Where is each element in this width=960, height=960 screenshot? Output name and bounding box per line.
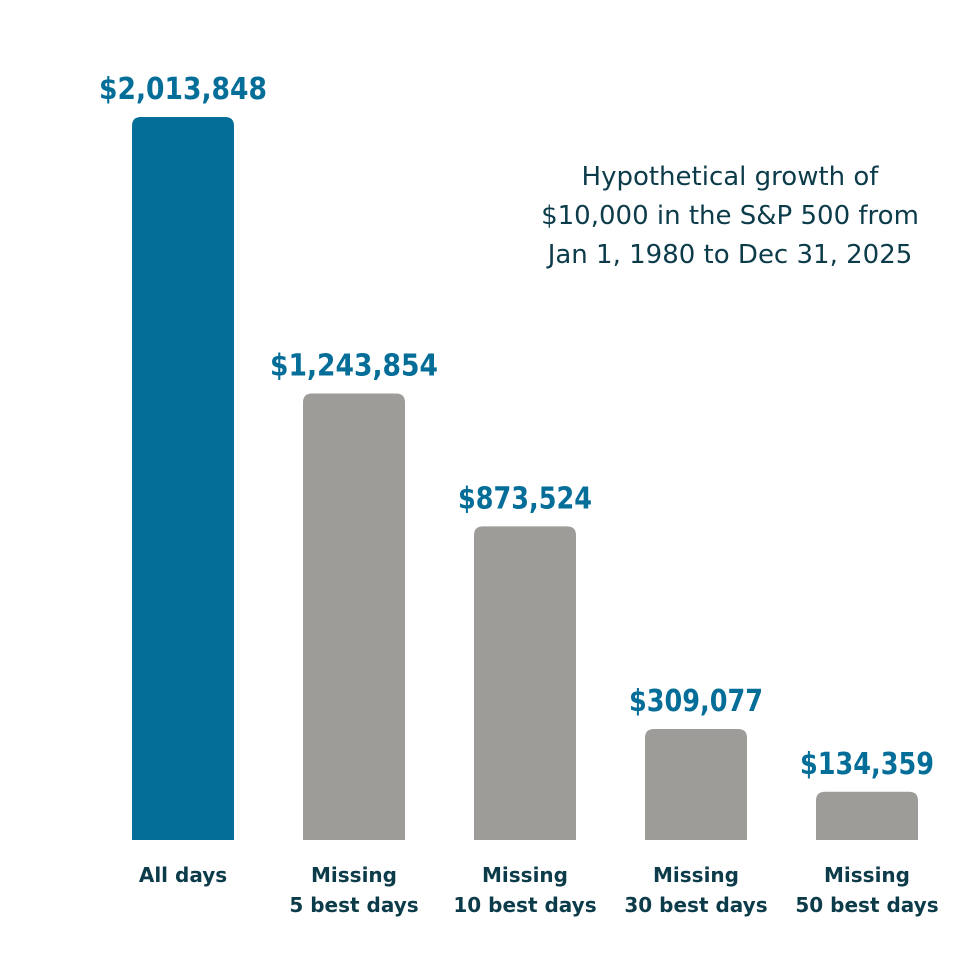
category-label-4-line-1: 50 best days <box>795 893 938 917</box>
category-label-2-line-1: 10 best days <box>453 893 596 917</box>
chart-title-line-1: Hypothetical growth of <box>581 162 879 192</box>
category-label-1-line-0: Missing <box>311 863 397 887</box>
category-label-0-line-0: All days <box>139 863 227 887</box>
chart-title-line-3: Jan 1, 1980 to Dec 31, 2025 <box>547 240 913 270</box>
chart-title-line-2: $10,000 in the S&P 500 from <box>541 201 919 231</box>
category-labels-group: All days Missing 5 best days Missing 10 best… <box>139 863 939 917</box>
category-label-3-line-1: 30 best days <box>624 893 767 917</box>
category-label-1-line-1: 5 best days <box>289 893 418 917</box>
bar-2 <box>474 526 576 840</box>
chart-title: Hypothetical growth of $10,000 in the S&… <box>500 158 960 275</box>
bar-3 <box>645 729 747 840</box>
category-label-4-line-0: Missing <box>824 863 910 887</box>
value-label-3: $309,077 <box>629 684 763 719</box>
value-label-2: $873,524 <box>458 481 592 516</box>
value-label-1: $1,243,854 <box>270 348 438 383</box>
value-label-0: $2,013,848 <box>99 72 267 107</box>
value-label-4: $134,359 <box>800 747 934 782</box>
category-label-3-line-0: Missing <box>653 863 739 887</box>
bar-0 <box>132 117 234 840</box>
category-label-2-line-0: Missing <box>482 863 568 887</box>
bar-4 <box>816 791 918 840</box>
value-labels-group: $2,013,848 $1,243,854 $873,524 $309,077 $134… <box>99 72 934 782</box>
bar-1 <box>303 393 405 840</box>
bars-group <box>132 117 918 840</box>
